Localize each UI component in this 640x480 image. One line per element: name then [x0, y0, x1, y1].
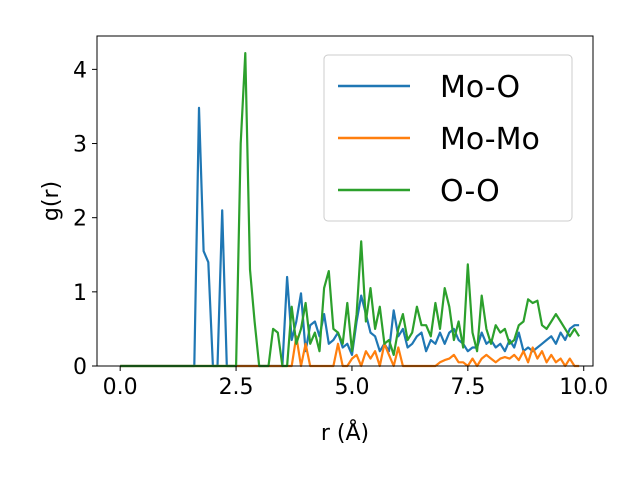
- series-line-2: [120, 51, 581, 368]
- x-axis-ticks: 0.0 2.5 5.0 7.5 10.0: [103, 366, 608, 400]
- legend-label-0: Mo-O: [440, 70, 520, 105]
- x-tick-label: 5.0: [334, 375, 369, 400]
- x-tick-label: 10.0: [559, 375, 608, 400]
- x-tick-label: 7.5: [450, 375, 485, 400]
- legend-label-2: O-O: [440, 174, 500, 209]
- legend: Mo-O Mo-Mo O-O: [323, 54, 573, 222]
- y-tick-label: 2: [73, 207, 87, 232]
- legend-box: [323, 54, 573, 222]
- legend-label-1: Mo-Mo: [440, 122, 540, 157]
- y-tick-label: 3: [73, 133, 87, 158]
- x-tick-label: 2.5: [219, 375, 254, 400]
- series-line-0: [120, 106, 580, 368]
- y-axis-ticks: 0 1 2 3 4: [73, 58, 97, 380]
- x-axis-label: r (Å): [321, 419, 369, 446]
- y-axis-label: g(r): [39, 181, 64, 221]
- y-tick-label: 4: [73, 58, 87, 83]
- axes-frame: [96, 35, 594, 367]
- y-tick-label: 1: [73, 281, 87, 306]
- x-tick-label: 0.0: [103, 375, 138, 400]
- y-tick-label: 0: [73, 355, 87, 380]
